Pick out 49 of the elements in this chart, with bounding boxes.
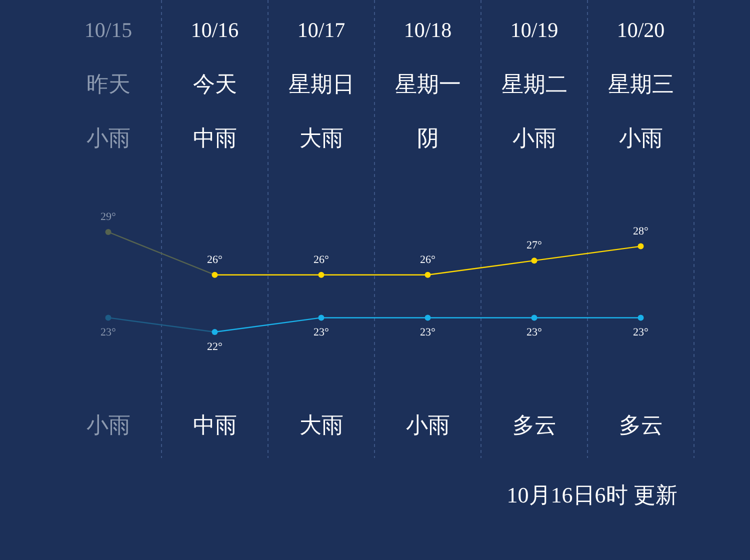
text: 昨天 [86,72,130,96]
data-label: 26° [314,254,329,266]
data-label: 23° [633,326,648,339]
text: 星期一 [394,72,461,96]
text: 中雨 [192,412,237,438]
text: 大雨 [299,412,344,438]
data-label: 23° [314,326,329,339]
data-label: 23° [420,326,436,339]
point [531,314,538,321]
text: 星期日 [288,72,354,96]
data-label: 29° [100,211,116,223]
text: 大雨 [299,126,344,150]
text: 今天 [192,72,237,96]
x-tick-label: 10/18 [404,18,452,42]
data-label: 23° [526,326,542,339]
text: 中雨 [192,126,237,150]
point [424,272,431,278]
text: 多云 [618,412,663,438]
x-tick-label: 10/15 [84,18,132,42]
point [531,258,538,264]
x-tick-label: 10/20 [616,18,665,42]
data-label: 27° [526,240,542,252]
point [105,229,112,235]
x-tick-label: 10/17 [297,18,346,42]
point [638,314,644,321]
text: 10月16日6时 更新 [506,482,678,508]
point [638,243,644,250]
point [318,272,324,278]
x-tick-label: 10/19 [510,18,558,42]
text: 星期二 [501,72,568,96]
point [424,314,431,321]
point [105,314,112,321]
text: 小雨 [86,412,130,438]
data-label: 26° [420,254,436,266]
point [212,272,218,278]
x-tick-label: 10/16 [190,18,239,42]
text: 星期三 [608,72,674,96]
data-label: 26° [207,254,222,266]
text: 小雨 [406,412,450,438]
text: 小雨 [86,126,130,150]
data-label: 23° [100,326,116,339]
text: 小雨 [512,126,556,150]
point [318,314,324,321]
point [212,329,218,335]
data-label: 28° [633,225,648,238]
data-label: 22° [207,341,222,353]
text: 阴 [416,126,439,150]
text: 多云 [512,412,556,438]
text: 小雨 [618,126,663,150]
